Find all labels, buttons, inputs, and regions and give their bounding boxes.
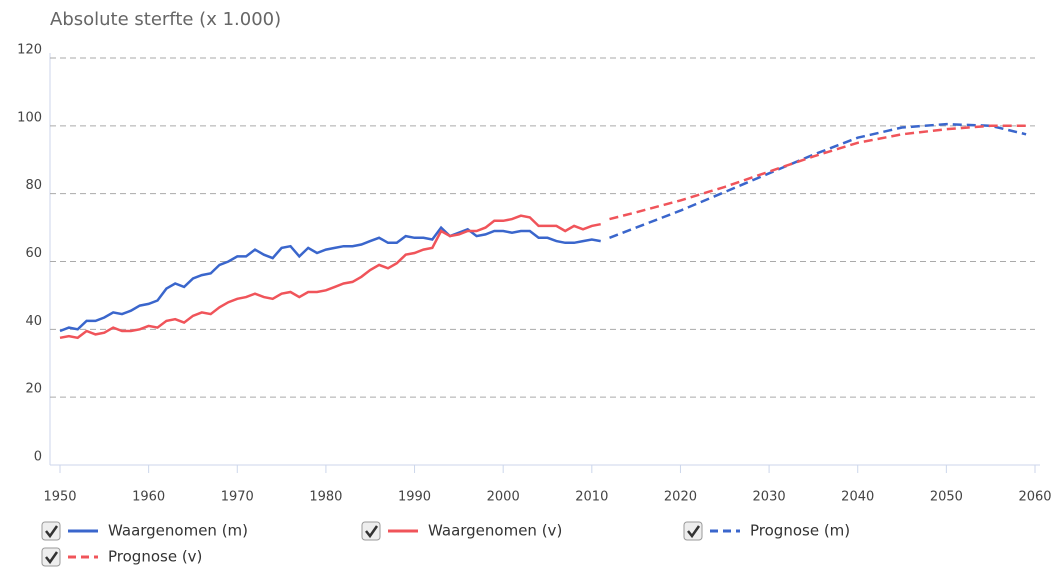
x-tick-label: 2060 bbox=[1018, 490, 1051, 505]
y-tick-label: 80 bbox=[25, 178, 42, 193]
y-tick-label: 120 bbox=[17, 43, 42, 58]
check-mark bbox=[365, 525, 379, 539]
y-tick-label: 100 bbox=[17, 110, 42, 125]
y-tick-label: 40 bbox=[25, 314, 42, 329]
x-tick-label: 2050 bbox=[930, 490, 963, 505]
x-tick-label: 1950 bbox=[43, 490, 76, 505]
legend-item[interactable]: Waargenomen (v) bbox=[361, 521, 562, 541]
legend-label: Prognose (v) bbox=[108, 548, 202, 566]
x-tick-label: 2000 bbox=[487, 490, 520, 505]
x-tick-label: 2010 bbox=[575, 490, 608, 505]
x-tick-label: 1960 bbox=[132, 490, 165, 505]
x-tick-label: 1990 bbox=[398, 490, 431, 505]
legend-item[interactable]: Prognose (v) bbox=[41, 547, 202, 567]
y-tick-label: 0 bbox=[34, 450, 42, 465]
series-line bbox=[609, 122, 1027, 239]
y-tick-label: 60 bbox=[25, 246, 42, 261]
legend-checkbox[interactable] bbox=[361, 521, 381, 541]
legend-item[interactable]: Prognose (m) bbox=[683, 521, 850, 541]
legend-label: Waargenomen (v) bbox=[428, 522, 562, 540]
y-tick-label: 20 bbox=[25, 382, 42, 397]
x-tick-label: 2030 bbox=[753, 490, 786, 505]
chart-title: Absolute sterfte (x 1.000) bbox=[50, 9, 281, 30]
legend-checkbox[interactable] bbox=[41, 521, 61, 541]
check-mark bbox=[687, 525, 701, 539]
series-line bbox=[59, 214, 601, 340]
legend-checkbox[interactable] bbox=[41, 547, 61, 567]
legend-item[interactable]: Waargenomen (m) bbox=[41, 521, 248, 541]
x-tick-label: 1980 bbox=[309, 490, 342, 505]
legend-label: Waargenomen (m) bbox=[108, 522, 248, 540]
legend-label: Prognose (m) bbox=[750, 522, 850, 540]
x-tick-label: 2040 bbox=[841, 490, 874, 505]
check-mark bbox=[45, 525, 59, 539]
check-mark bbox=[45, 551, 59, 565]
series-line bbox=[59, 225, 601, 333]
legend-checkbox[interactable] bbox=[683, 521, 703, 541]
x-tick-label: 1970 bbox=[221, 490, 254, 505]
x-tick-label: 2020 bbox=[664, 490, 697, 505]
series-line bbox=[609, 124, 1027, 221]
